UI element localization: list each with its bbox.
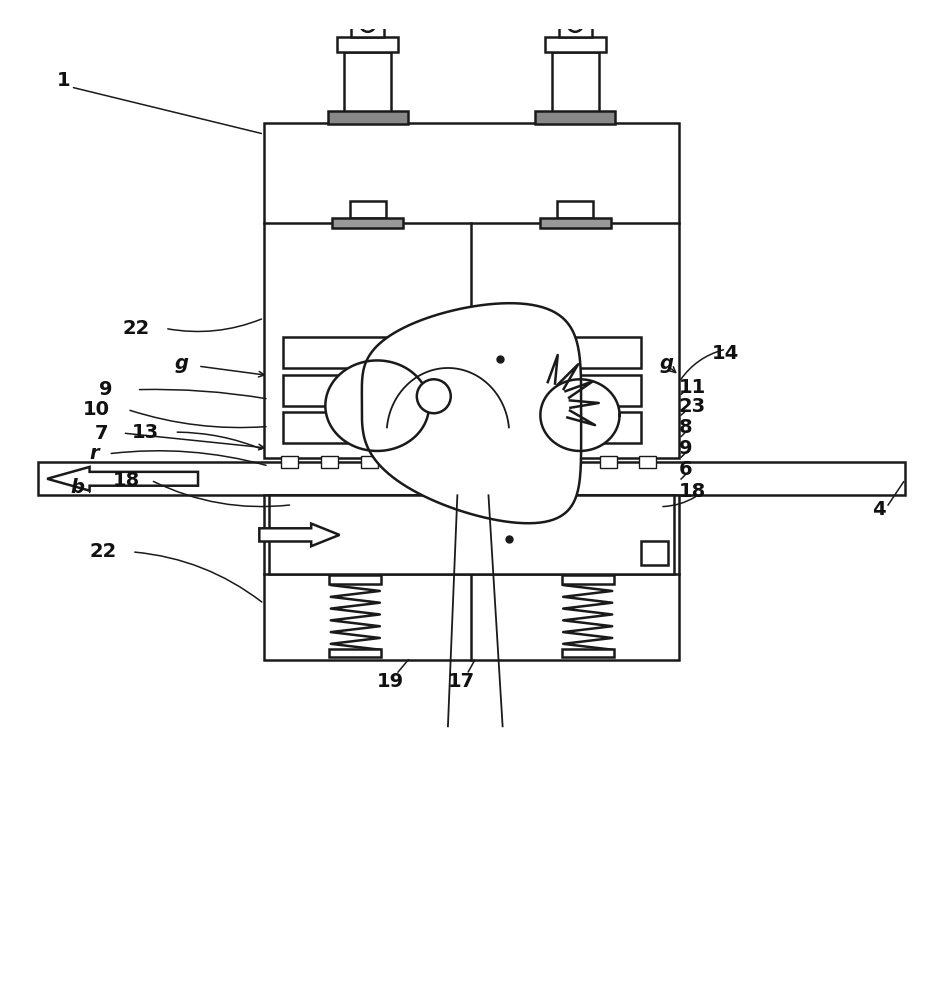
Text: b: b (71, 478, 85, 497)
Bar (360, 456, 377, 468)
Bar (329, 575, 381, 584)
Bar (338, 37, 398, 52)
Bar (281, 456, 298, 468)
Text: 4: 4 (872, 500, 885, 519)
Bar (328, 111, 407, 124)
Bar (490, 412, 641, 443)
Bar (562, 575, 614, 584)
Polygon shape (259, 524, 339, 546)
Text: 11: 11 (679, 378, 706, 397)
Bar (540, 218, 611, 228)
Text: 23: 23 (679, 397, 706, 416)
Bar (490, 375, 641, 406)
Bar (332, 218, 404, 228)
Text: 19: 19 (377, 672, 405, 691)
Bar (557, 201, 593, 218)
Text: 22: 22 (90, 542, 117, 561)
Text: 17: 17 (448, 672, 475, 691)
Text: r: r (90, 444, 99, 463)
Bar (350, 201, 386, 218)
Text: 10: 10 (83, 400, 110, 419)
Text: 8: 8 (679, 418, 692, 437)
Bar (269, 495, 674, 574)
Bar (562, 649, 614, 657)
Text: 18: 18 (679, 482, 706, 501)
Bar (264, 123, 679, 458)
Text: 7: 7 (94, 424, 108, 443)
Text: g: g (174, 354, 189, 373)
Bar (351, 12, 385, 37)
Circle shape (417, 379, 451, 413)
Bar (558, 12, 592, 37)
Text: 18: 18 (113, 471, 141, 490)
Bar (639, 456, 656, 468)
Text: 9: 9 (99, 380, 112, 399)
Bar (344, 52, 391, 123)
Circle shape (360, 17, 375, 32)
Circle shape (568, 17, 583, 32)
Bar (536, 111, 616, 124)
Text: 14: 14 (712, 344, 739, 363)
Bar (520, 456, 537, 468)
Bar (560, 456, 577, 468)
Bar (641, 541, 668, 565)
Polygon shape (540, 379, 620, 451)
Text: 13: 13 (132, 423, 159, 442)
Bar (283, 375, 434, 406)
Text: g: g (660, 354, 674, 373)
Bar (329, 649, 381, 657)
Text: 9: 9 (679, 439, 692, 458)
Bar (264, 495, 679, 660)
Bar (440, 456, 457, 468)
Bar (283, 412, 434, 443)
Polygon shape (325, 360, 429, 451)
Bar (552, 52, 599, 123)
Polygon shape (47, 467, 198, 491)
Bar (490, 337, 641, 368)
Bar (321, 456, 338, 468)
Polygon shape (362, 303, 581, 523)
Bar (545, 37, 606, 52)
Bar (38, 462, 905, 495)
Text: 22: 22 (123, 319, 150, 338)
Bar (480, 456, 497, 468)
Text: 6: 6 (679, 460, 692, 479)
Bar (283, 337, 434, 368)
Bar (401, 456, 418, 468)
Bar (600, 456, 617, 468)
Text: 1: 1 (57, 71, 70, 90)
